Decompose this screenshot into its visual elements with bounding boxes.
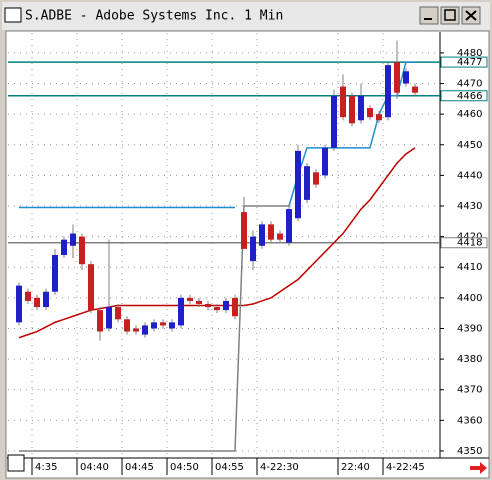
y-tick-label: 4390 [457, 323, 482, 334]
y-tick-label: 4470 [457, 79, 482, 90]
x-tick-label: 4-22:45 [386, 462, 425, 473]
x-tick-label: 04:50 [170, 462, 199, 473]
candle-body [97, 310, 103, 332]
candle-body [340, 86, 346, 118]
candle-body [259, 224, 265, 246]
candle-body [52, 254, 58, 292]
y-tick-label: 4380 [457, 354, 482, 365]
level-tag [440, 237, 488, 249]
candle-body [196, 300, 202, 304]
candle-body [133, 328, 139, 332]
candle-body [304, 166, 310, 200]
candle-body [61, 239, 67, 255]
close-icon [465, 10, 477, 21]
y-tick-label: 4360 [457, 415, 482, 426]
indicator-line [19, 61, 415, 209]
y-tick-label: 4430 [457, 201, 482, 212]
x-tick-label: 4:35 [35, 462, 57, 473]
candle-body [412, 86, 418, 93]
level-label: 4466 [457, 91, 482, 102]
level-label: 4418 [457, 238, 482, 249]
candle-body [358, 95, 364, 121]
candle-body [322, 147, 328, 176]
candle-body [241, 212, 247, 249]
candle-body [34, 297, 40, 308]
candle-body [403, 71, 409, 84]
x-tick-label: 4-22:30 [260, 462, 299, 473]
candle-body [115, 307, 121, 320]
candle-body [223, 300, 229, 311]
x-tick-label: 04:45 [125, 462, 154, 473]
candle-body [124, 319, 130, 332]
x-tick-label: 22:40 [341, 462, 370, 473]
level-tag [440, 56, 488, 68]
plot: 4350 4360 4370 4380 4390 4400 4410 4420 4430 4440… [8, 33, 488, 475]
y-tick-label: 4350 [457, 446, 482, 457]
x-tick-label: 04:40 [80, 462, 109, 473]
candle-body [160, 322, 166, 326]
candle-body [88, 264, 94, 311]
candle-body [205, 303, 211, 308]
candle-body [394, 62, 400, 93]
y-tick-label: 4450 [457, 140, 482, 151]
scroll-arrow[interactable] [470, 462, 487, 474]
candle-body [349, 95, 355, 124]
candle-body [367, 108, 373, 118]
y-tick-label: 4420 [457, 232, 482, 243]
candle-body [232, 297, 238, 317]
candle-body [16, 285, 22, 323]
window-title: S.ADBE - Adobe Systems Inc. 1 Min [25, 9, 283, 24]
candle-body [376, 114, 382, 121]
chart-panel [5, 30, 490, 479]
candle-body [331, 95, 337, 148]
y-tick-label: 4480 [457, 48, 482, 59]
maximize-icon [444, 9, 456, 21]
x-tick-label: 04:55 [215, 462, 244, 473]
title-bar [2, 2, 490, 30]
y-tick-label: 4410 [457, 262, 482, 273]
y-tick-label: 4440 [457, 170, 482, 181]
candle-body [187, 297, 193, 301]
candle-body [295, 150, 301, 219]
candle-body [385, 65, 391, 118]
y-tick-label: 4400 [457, 293, 482, 304]
candle-body [214, 307, 220, 311]
y-tick-label: 4460 [457, 109, 482, 120]
level-tag [440, 90, 488, 102]
level-label: 4477 [457, 57, 482, 68]
minimize-button[interactable] [419, 6, 439, 25]
candle-body [79, 236, 85, 265]
candle-body [70, 233, 76, 246]
candle-body [169, 322, 175, 329]
candle-body [250, 236, 256, 262]
corner-box[interactable] [7, 454, 25, 472]
candle-body [178, 297, 184, 326]
y-tick-label: 4370 [457, 385, 482, 396]
candle-body [268, 224, 274, 240]
candle-body [142, 325, 148, 335]
candle-body [277, 233, 283, 240]
candle-body [286, 209, 292, 243]
candle-body [43, 291, 49, 308]
candle-body [151, 322, 157, 329]
candle-body [106, 307, 112, 329]
app-icon [4, 7, 22, 23]
candle-body [25, 291, 31, 301]
candle-body [313, 172, 319, 185]
